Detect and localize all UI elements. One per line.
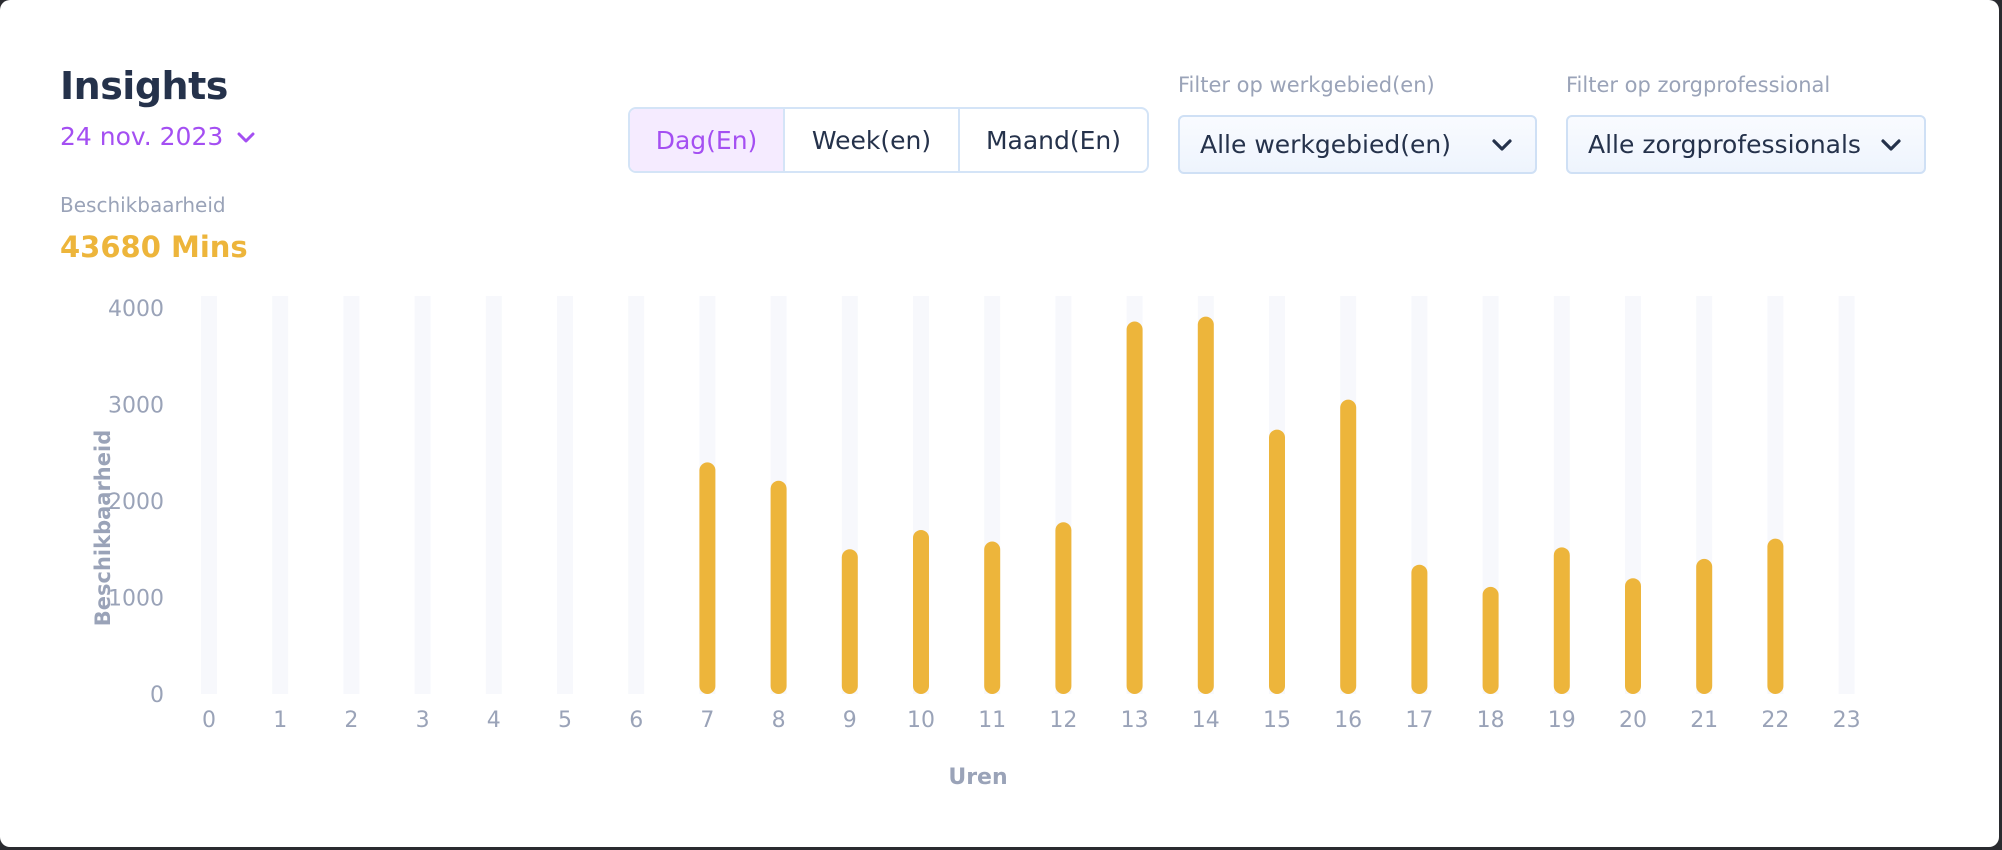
- bar[interactable]: [1553, 547, 1570, 694]
- metric-label: Beschikbaarheid: [60, 193, 226, 217]
- bar[interactable]: [1767, 538, 1784, 694]
- bar[interactable]: [913, 529, 929, 694]
- y-tick-label: 3000: [108, 394, 164, 419]
- area-filter-label: Filter op werkgebied(en): [1178, 73, 1435, 97]
- bar-track: [343, 296, 360, 694]
- x-tick-label: 2: [344, 708, 358, 733]
- x-tick-label: 8: [772, 708, 786, 733]
- x-tick-label: 6: [629, 708, 643, 733]
- x-tick-label: 20: [1619, 708, 1647, 733]
- bar[interactable]: [984, 541, 1001, 694]
- x-tick-label: 12: [1049, 708, 1077, 733]
- date-value: 24 nov. 2023: [60, 122, 224, 151]
- bar[interactable]: [1411, 564, 1428, 694]
- area-filter-select[interactable]: Alle werkgebied(en): [1178, 115, 1537, 174]
- bar[interactable]: [1482, 586, 1499, 694]
- y-tick-label: 4000: [108, 297, 164, 322]
- professional-filter-value: Alle zorgprofessionals: [1588, 130, 1861, 159]
- x-tick-label: 4: [487, 708, 501, 733]
- x-tick-label: 19: [1548, 708, 1576, 733]
- x-tick-label: 3: [416, 708, 430, 733]
- x-tick-label: 23: [1833, 708, 1861, 733]
- bar[interactable]: [1126, 321, 1143, 694]
- bar-track: [628, 296, 645, 694]
- x-tick-label: 17: [1405, 708, 1433, 733]
- bar[interactable]: [1696, 558, 1713, 694]
- tab-day[interactable]: Dag(En): [630, 109, 785, 171]
- bar-track: [414, 296, 431, 694]
- bar[interactable]: [1340, 399, 1357, 694]
- x-tick-label: 21: [1690, 708, 1718, 733]
- chevron-down-icon: [1492, 138, 1512, 151]
- area-filter-value: Alle werkgebied(en): [1200, 130, 1451, 159]
- bar-track: [272, 296, 289, 694]
- period-toggle: Dag(En) Week(en) Maand(En): [628, 107, 1149, 173]
- bar[interactable]: [1197, 316, 1214, 694]
- bar[interactable]: [770, 480, 787, 694]
- bar-track: [201, 296, 217, 694]
- bar[interactable]: [1625, 578, 1641, 694]
- chevron-down-icon: [1881, 138, 1901, 151]
- professional-filter-select[interactable]: Alle zorgprofessionals: [1566, 115, 1926, 174]
- x-tick-label: 0: [202, 708, 216, 733]
- y-axis-label: Beschikbaarheid: [91, 430, 115, 626]
- x-tick-label: 18: [1477, 708, 1505, 733]
- chevron-down-icon: [237, 132, 255, 142]
- bar[interactable]: [841, 549, 858, 694]
- y-tick-label: 1000: [108, 587, 164, 612]
- bar[interactable]: [1269, 429, 1285, 694]
- bar[interactable]: [1055, 522, 1072, 694]
- tab-month[interactable]: Maand(En): [985, 125, 1122, 155]
- y-tick-label: 0: [150, 683, 164, 708]
- x-tick-label: 9: [843, 708, 857, 733]
- x-tick-label: 16: [1334, 708, 1362, 733]
- x-tick-label: 10: [907, 708, 935, 733]
- x-tick-label: 14: [1192, 708, 1220, 733]
- date-picker[interactable]: 24 nov. 2023: [60, 122, 257, 151]
- page-title: Insights: [60, 64, 228, 108]
- y-tick-label: 2000: [108, 490, 164, 515]
- bar-track: [1838, 296, 1855, 694]
- bar-track: [485, 296, 502, 694]
- x-tick-label: 22: [1761, 708, 1789, 733]
- professional-filter-label: Filter op zorgprofessional: [1566, 73, 1831, 97]
- x-axis-label: Uren: [948, 765, 1007, 790]
- metric-value: 43680 Mins: [60, 230, 248, 264]
- tab-week[interactable]: Week(en): [785, 109, 960, 171]
- x-tick-label: 11: [978, 708, 1006, 733]
- x-tick-label: 1: [273, 708, 287, 733]
- x-tick-label: 13: [1121, 708, 1149, 733]
- x-tick-label: 15: [1263, 708, 1291, 733]
- x-tick-label: 7: [700, 708, 714, 733]
- bar-track: [557, 296, 573, 694]
- bar[interactable]: [699, 462, 716, 694]
- x-tick-label: 5: [558, 708, 572, 733]
